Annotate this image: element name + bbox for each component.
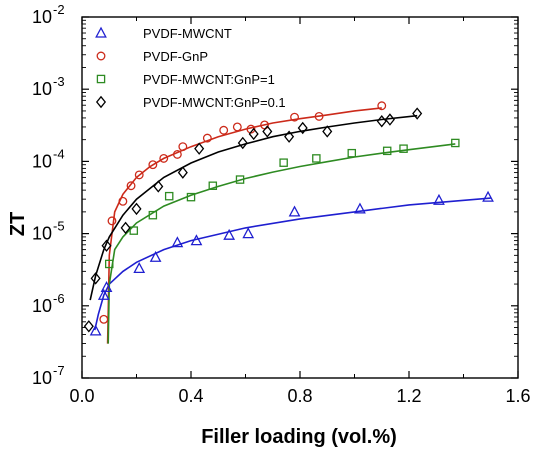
data-point-circle bbox=[118, 196, 128, 206]
data-point-square bbox=[347, 148, 357, 158]
data-point-circle bbox=[232, 122, 242, 132]
data-point-diamond bbox=[376, 115, 387, 128]
data-point-triangle bbox=[89, 324, 102, 336]
fit-line-diamond bbox=[89, 114, 418, 301]
data-point-diamond bbox=[248, 127, 259, 141]
data-point-triangle bbox=[482, 190, 494, 202]
data-point-triangle bbox=[190, 234, 203, 246]
data-point-diamond bbox=[297, 121, 308, 135]
fit-line-circle bbox=[106, 107, 382, 344]
data-point-diamond bbox=[284, 130, 295, 143]
legend-marker-diamond bbox=[95, 95, 107, 109]
y-tick-exponent: -2 bbox=[53, 2, 65, 17]
fit-line-triangle bbox=[94, 197, 491, 331]
legend-marker-triangle bbox=[95, 26, 107, 38]
data-point-diamond bbox=[120, 221, 131, 235]
data-point-square bbox=[235, 175, 245, 184]
data-point-diamond bbox=[101, 239, 112, 252]
x-tick-label: 0.4 bbox=[178, 386, 203, 406]
data-point-diamond bbox=[177, 166, 188, 179]
y-tick-label: 10 bbox=[32, 224, 52, 244]
data-point-square bbox=[451, 138, 460, 148]
data-point-diamond bbox=[262, 125, 273, 138]
data-point-triangle bbox=[149, 250, 162, 262]
y-tick-exponent: -6 bbox=[53, 291, 65, 306]
data-point-square bbox=[279, 158, 288, 167]
data-point-diamond bbox=[153, 180, 164, 193]
x-axis-title: Filler loading (vol.%) bbox=[201, 426, 397, 448]
data-point-square bbox=[186, 192, 196, 202]
y-tick-exponent: -7 bbox=[53, 363, 65, 378]
data-point-square bbox=[105, 259, 114, 269]
y-tick-exponent: -5 bbox=[53, 219, 65, 234]
data-point-circle bbox=[134, 170, 144, 180]
data-point-diamond bbox=[237, 136, 248, 150]
y-tick-label: 10 bbox=[32, 368, 52, 388]
y-tick-label: 10 bbox=[32, 151, 52, 171]
data-point-diamond bbox=[194, 142, 205, 155]
data-point-triangle bbox=[100, 280, 113, 293]
y-tick-label: 10 bbox=[32, 7, 52, 27]
legend-marker-circle bbox=[96, 51, 106, 61]
y-axis-title: ZT bbox=[7, 212, 29, 236]
data-point-triangle bbox=[288, 205, 301, 217]
y-tick-label: 10 bbox=[32, 296, 52, 316]
data-point-circle bbox=[148, 160, 158, 170]
data-point-square bbox=[129, 226, 139, 235]
y-tick-exponent: -4 bbox=[53, 146, 65, 161]
data-point-circle bbox=[159, 153, 169, 163]
data-point-circle bbox=[178, 142, 188, 152]
data-point-square bbox=[399, 144, 408, 153]
x-tick-label: 0.0 bbox=[69, 386, 94, 406]
data-point-circle bbox=[172, 149, 182, 159]
data-point-square bbox=[148, 210, 158, 220]
data-point-circle bbox=[99, 314, 109, 324]
y-tick-exponent: -3 bbox=[53, 74, 65, 89]
x-tick-label: 1.6 bbox=[505, 386, 530, 406]
legend-marker-square bbox=[96, 74, 106, 84]
data-point-square bbox=[312, 154, 321, 163]
data-point-triangle bbox=[242, 227, 255, 239]
data-point-diamond bbox=[90, 272, 101, 285]
data-point-triangle bbox=[97, 288, 110, 300]
data-point-diamond bbox=[83, 320, 94, 333]
data-point-circle bbox=[290, 112, 299, 122]
data-point-diamond bbox=[384, 113, 395, 126]
data-point-square bbox=[164, 191, 174, 201]
data-point-circle bbox=[107, 216, 117, 226]
legend-label: PVDF-GnP bbox=[143, 49, 208, 64]
fit-line-square bbox=[107, 143, 456, 344]
data-point-circle bbox=[219, 125, 229, 135]
data-point-diamond bbox=[322, 125, 333, 138]
data-point-circle bbox=[126, 181, 136, 191]
data-point-square bbox=[208, 181, 218, 190]
data-point-circle bbox=[202, 133, 212, 143]
data-point-square bbox=[382, 146, 392, 156]
data-point-triangle bbox=[223, 228, 236, 240]
legend-label: PVDF-MWCNT:GnP=0.1 bbox=[143, 95, 286, 110]
data-point-triangle bbox=[354, 202, 366, 214]
data-point-circle bbox=[377, 101, 387, 111]
x-tick-label: 1.2 bbox=[396, 386, 421, 406]
data-point-triangle bbox=[433, 193, 445, 205]
data-point-diamond bbox=[131, 202, 142, 216]
x-tick-label: 0.8 bbox=[287, 386, 312, 406]
data-point-triangle bbox=[171, 236, 184, 248]
data-point-diamond bbox=[412, 107, 423, 120]
data-point-triangle bbox=[133, 261, 146, 274]
legend-label: PVDF-MWCNT bbox=[143, 26, 232, 41]
y-tick-label: 10 bbox=[32, 79, 52, 99]
data-point-circle bbox=[314, 111, 324, 121]
legend-label: PVDF-MWCNT:GnP=1 bbox=[143, 72, 275, 87]
